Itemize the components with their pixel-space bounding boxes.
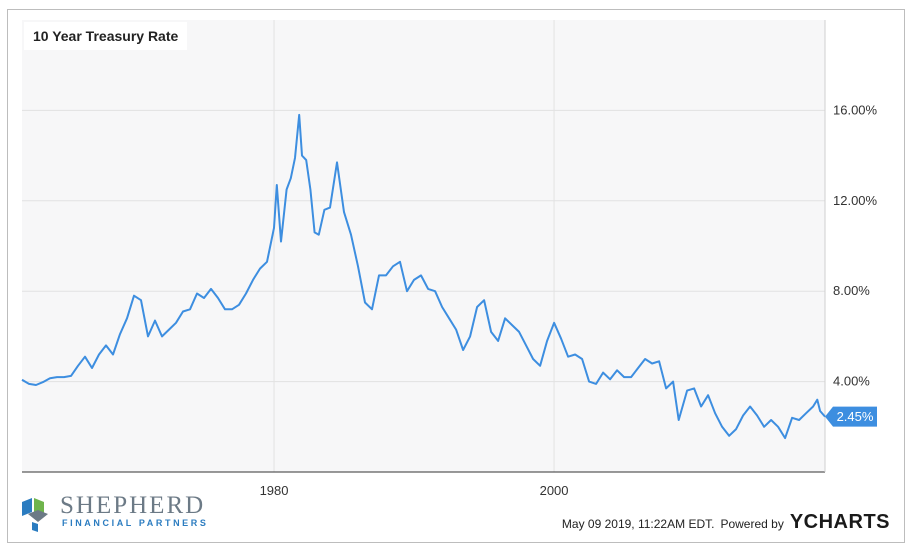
powered-by-label: Powered by bbox=[720, 517, 784, 531]
logo-name: SHEPHERD bbox=[60, 492, 206, 519]
chart-footer: May 09 2019, 11:22AM EDT. Powered by YCH… bbox=[562, 511, 890, 534]
current-value-label: 2.45% bbox=[837, 409, 874, 424]
shepherd-logo-icon bbox=[22, 498, 48, 532]
y-tick-label: 8.00% bbox=[833, 283, 870, 298]
x-tick-label: 1980 bbox=[260, 483, 289, 498]
current-value-flag bbox=[825, 406, 877, 427]
y-tick-label: 16.00% bbox=[833, 102, 878, 117]
series-line bbox=[21, 113, 826, 440]
y-tick-label: 4.00% bbox=[833, 374, 870, 389]
chart-title: 10 Year Treasury Rate bbox=[24, 22, 188, 50]
x-tick-label: 2000 bbox=[540, 483, 569, 498]
ycharts-logo[interactable]: YCHARTS bbox=[789, 511, 890, 533]
logo-subtitle: FINANCIAL PARTNERS bbox=[62, 518, 209, 528]
timestamp: May 09 2019, 11:22AM EDT. bbox=[561, 517, 715, 531]
shepherd-logo: SHEPHERD FINANCIAL PARTNERS bbox=[18, 492, 218, 534]
plot-area bbox=[22, 20, 825, 472]
y-tick-label: 12.00% bbox=[833, 193, 878, 208]
